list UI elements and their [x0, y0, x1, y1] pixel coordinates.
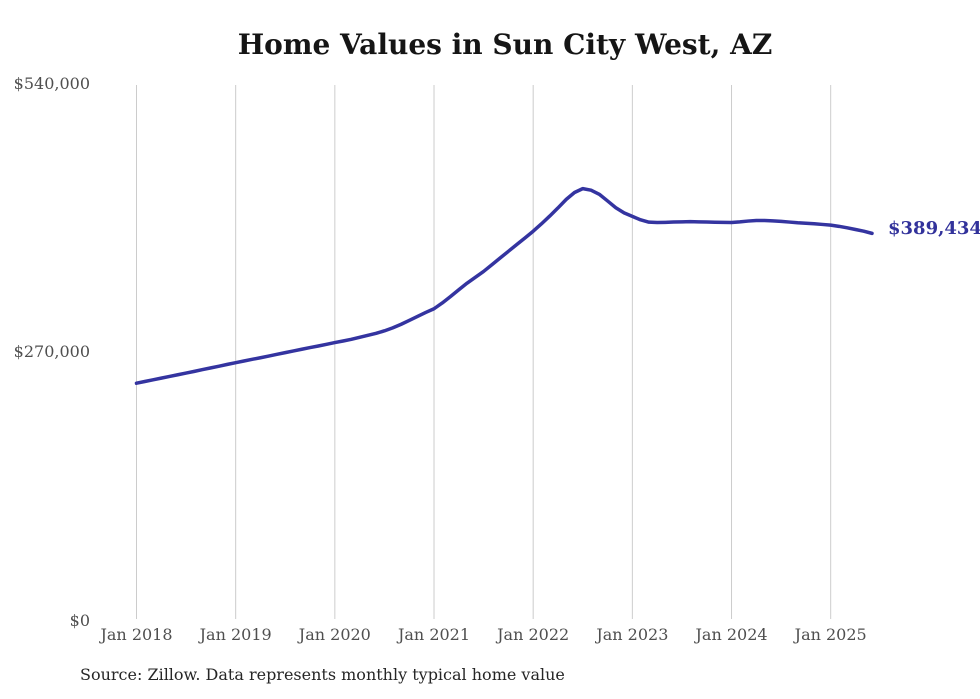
x-tick-jan-2018: Jan 2018 [100, 625, 173, 644]
current-value-label: $389,434 [888, 218, 980, 239]
y-tick-0: $0 [69, 611, 90, 630]
y-tick-270000: $270,000 [13, 342, 90, 362]
x-tick-jan-2020: Jan 2020 [298, 625, 371, 644]
y-tick-540000: $540,000 [13, 73, 90, 93]
source-note: Source: Zillow. Data represents monthly … [80, 665, 565, 684]
x-tick-jan-2025: Jan 2025 [794, 625, 867, 644]
x-tick-jan-2022: Jan 2022 [497, 625, 570, 644]
x-tick-jan-2023: Jan 2023 [596, 625, 669, 644]
x-tick-jan-2021: Jan 2021 [397, 625, 471, 644]
x-tick-jan-2024: Jan 2024 [695, 625, 768, 644]
gridlines [136, 85, 832, 619]
home-value-line [134, 186, 874, 385]
chart-title: Home Values in Sun City West, AZ [237, 28, 773, 61]
x-tick-jan-2019: Jan 2019 [199, 625, 272, 644]
